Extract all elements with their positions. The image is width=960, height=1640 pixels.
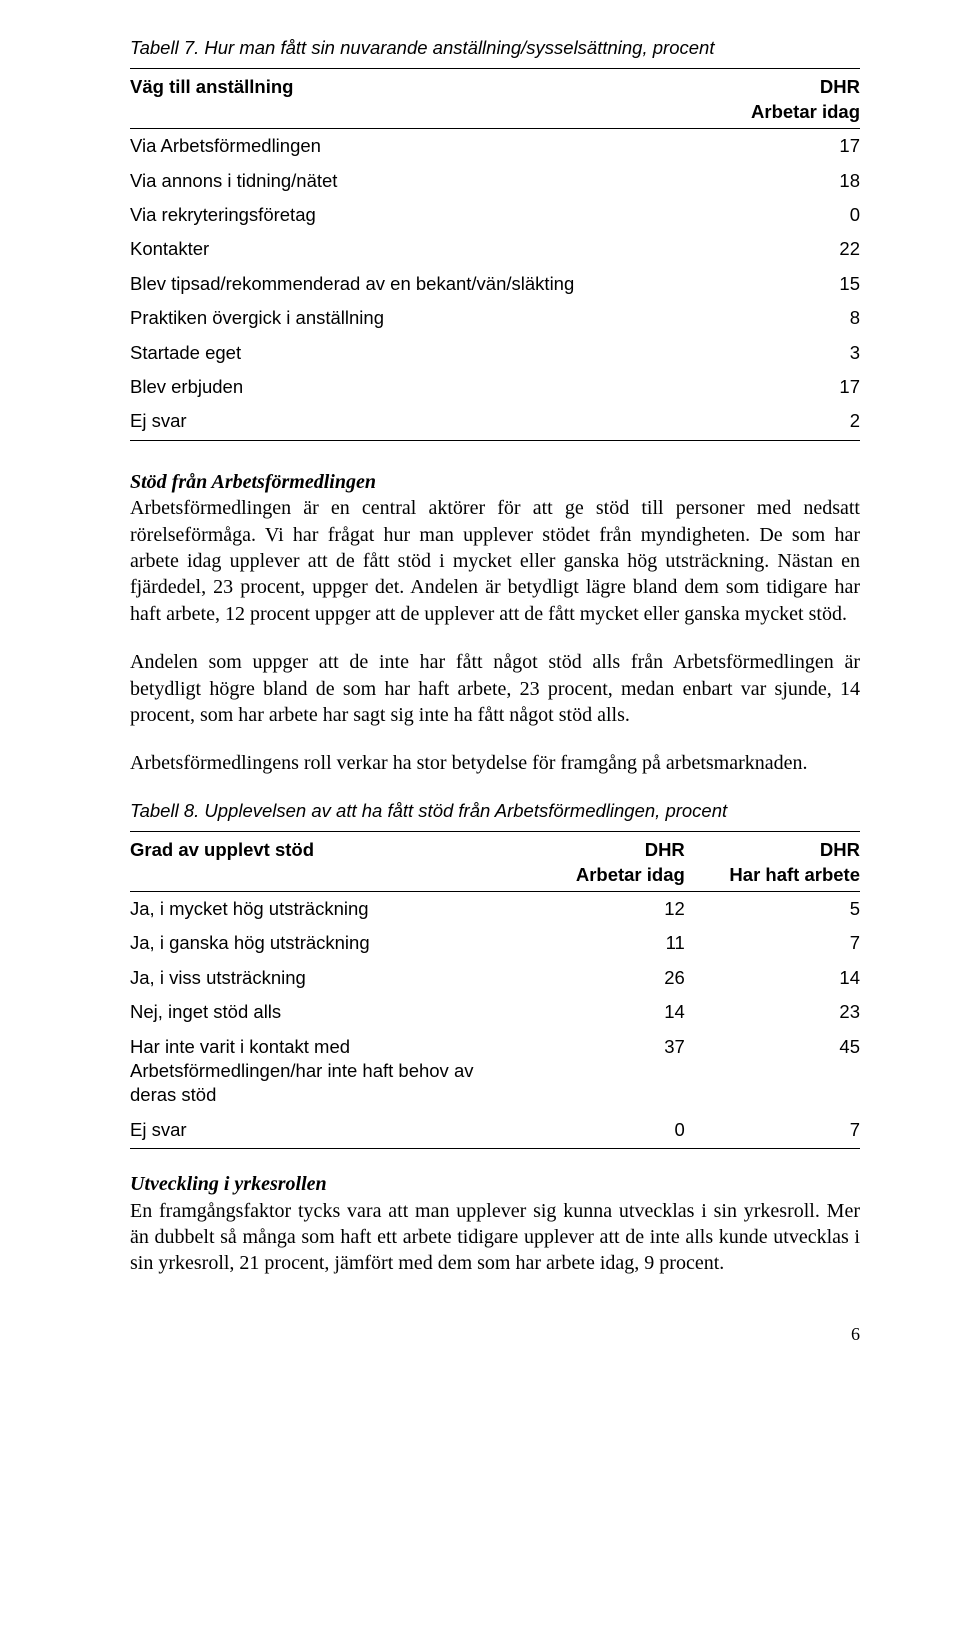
row-value-2: 45	[685, 1030, 860, 1113]
row-value: 17	[612, 370, 860, 404]
table8-title: Tabell 8. Upplevelsen av att ha fått stö…	[130, 799, 860, 823]
row-label: Nej, inget stöd alls	[130, 995, 524, 1029]
row-value-2: 7	[685, 1113, 860, 1149]
table7-header-col: DHR Arbetar idag	[612, 69, 860, 129]
row-label: Blev erbjuden	[130, 370, 612, 404]
row-value: 15	[612, 267, 860, 301]
table7-body: Via Arbetsförmedlingen17 Via annons i ti…	[130, 129, 860, 441]
table8-header-col1: DHR Arbetar idag	[524, 832, 685, 892]
table-row: Ja, i viss utsträckning2614	[130, 961, 860, 995]
row-label: Blev tipsad/rekommenderad av en bekant/v…	[130, 267, 612, 301]
table-row: Via annons i tidning/nätet18	[130, 164, 860, 198]
row-value: 8	[612, 301, 860, 335]
table-row: Ja, i mycket hög utsträckning125	[130, 892, 860, 927]
table7: Väg till anställning DHR Arbetar idag Vi…	[130, 68, 860, 440]
row-label: Ja, i viss utsträckning	[130, 961, 524, 995]
row-value-1: 14	[524, 995, 685, 1029]
table7-header-label: Väg till anställning	[130, 69, 612, 129]
row-label: Kontakter	[130, 232, 612, 266]
row-label: Ja, i ganska hög utsträckning	[130, 926, 524, 960]
row-value: 2	[612, 404, 860, 440]
row-value-1: 12	[524, 892, 685, 927]
table-row: Blev tipsad/rekommenderad av en bekant/v…	[130, 267, 860, 301]
row-value-1: 37	[524, 1030, 685, 1113]
table7-header-col-sub: Arbetar idag	[612, 100, 860, 124]
table-row: Ej svar07	[130, 1113, 860, 1149]
table8-header-col2: DHR Har haft arbete	[685, 832, 860, 892]
table8-header-col1-main: DHR	[645, 839, 685, 860]
table-row: Startade eget3	[130, 336, 860, 370]
row-value-1: 26	[524, 961, 685, 995]
section2-heading: Utveckling i yrkesrollen	[130, 1171, 860, 1197]
row-label: Praktiken övergick i anställning	[130, 301, 612, 335]
table7-header-col-main: DHR	[820, 76, 860, 97]
table-row: Nej, inget stöd alls1423	[130, 995, 860, 1029]
row-value-1: 0	[524, 1113, 685, 1149]
section1-paragraph-2: Andelen som uppger att de inte har fått …	[130, 649, 860, 728]
row-value: 17	[612, 129, 860, 164]
section1-heading: Stöd från Arbetsförmedlingen	[130, 469, 860, 495]
table8: Grad av upplevt stöd DHR Arbetar idag DH…	[130, 831, 860, 1149]
row-label: Via annons i tidning/nätet	[130, 164, 612, 198]
row-value-2: 7	[685, 926, 860, 960]
table-row: Ja, i ganska hög utsträckning117	[130, 926, 860, 960]
table-row: Blev erbjuden17	[130, 370, 860, 404]
table8-body: Ja, i mycket hög utsträckning125 Ja, i g…	[130, 892, 860, 1149]
table-row: Har inte varit i kontakt med Arbetsförme…	[130, 1030, 860, 1113]
row-label: Ja, i mycket hög utsträckning	[130, 892, 524, 927]
row-value: 3	[612, 336, 860, 370]
row-label: Startade eget	[130, 336, 612, 370]
row-value: 22	[612, 232, 860, 266]
row-value: 18	[612, 164, 860, 198]
table-row: Praktiken övergick i anställning8	[130, 301, 860, 335]
section2-paragraph-1: En framgångsfaktor tycks vara att man up…	[130, 1198, 860, 1277]
table-row: Kontakter22	[130, 232, 860, 266]
table8-header-col2-sub: Har haft arbete	[685, 863, 860, 887]
row-value-2: 14	[685, 961, 860, 995]
row-value-2: 5	[685, 892, 860, 927]
row-value-2: 23	[685, 995, 860, 1029]
table8-header-label: Grad av upplevt stöd	[130, 832, 524, 892]
table-row: Ej svar2	[130, 404, 860, 440]
row-value-1: 11	[524, 926, 685, 960]
row-value: 0	[612, 198, 860, 232]
table8-header-col2-main: DHR	[820, 839, 860, 860]
page-number: 6	[130, 1323, 860, 1347]
row-label: Ej svar	[130, 1113, 524, 1149]
section1-paragraph-1: Arbetsförmedlingen är en central aktörer…	[130, 495, 860, 627]
row-label: Via rekryteringsföretag	[130, 198, 612, 232]
row-label: Ej svar	[130, 404, 612, 440]
row-label: Har inte varit i kontakt med Arbetsförme…	[130, 1030, 524, 1113]
table-row: Via Arbetsförmedlingen17	[130, 129, 860, 164]
table7-title: Tabell 7. Hur man fått sin nuvarande ans…	[130, 36, 860, 60]
table8-header-col1-sub: Arbetar idag	[524, 863, 685, 887]
section1-paragraph-3: Arbetsförmedlingens roll verkar ha stor …	[130, 750, 860, 776]
row-label: Via Arbetsförmedlingen	[130, 129, 612, 164]
table-row: Via rekryteringsföretag0	[130, 198, 860, 232]
